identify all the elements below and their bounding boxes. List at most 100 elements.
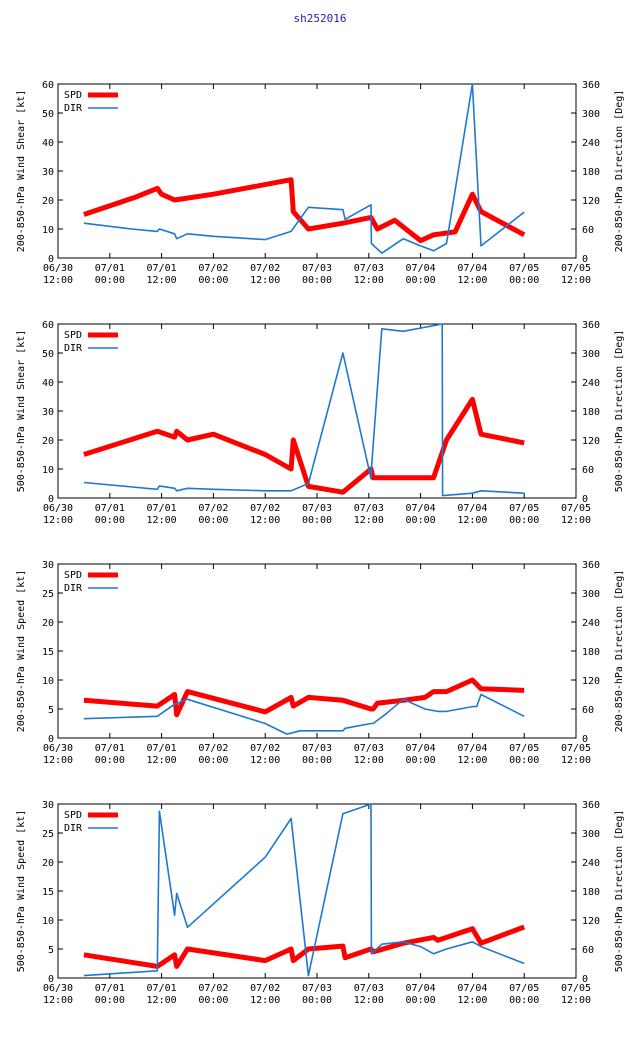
- x-tick-time: 00:00: [406, 755, 436, 766]
- legend-label-dir: DIR: [64, 823, 83, 834]
- x-tick-date: 07/03: [302, 503, 332, 514]
- x-tick-date: 07/02: [198, 743, 228, 754]
- x-tick-date: 07/05: [561, 503, 591, 514]
- dir-series-line: [83, 83, 525, 254]
- x-tick-date: 07/01: [147, 983, 177, 994]
- x-tick-date: 07/04: [406, 743, 436, 754]
- x-tick-time: 00:00: [509, 515, 539, 526]
- right-tick-label: 0: [582, 974, 588, 985]
- right-tick-label: 60: [582, 705, 594, 716]
- x-tick-date: 06/30: [43, 503, 73, 514]
- right-tick-label: 360: [582, 320, 600, 331]
- x-tick-date: 07/02: [250, 743, 280, 754]
- left-tick-label: 40: [42, 138, 54, 149]
- spd-series-line: [83, 677, 525, 718]
- left-tick-label: 30: [42, 407, 54, 418]
- x-tick-time: 12:00: [561, 995, 591, 1006]
- x-tick-date: 07/05: [561, 263, 591, 274]
- x-tick-date: 07/01: [95, 743, 125, 754]
- left-tick-label: 5: [48, 705, 54, 716]
- x-tick-time: 00:00: [302, 275, 332, 286]
- spd-series-line: [83, 177, 526, 244]
- x-tick-date: 07/02: [250, 263, 280, 274]
- right-tick-label: 360: [582, 80, 600, 91]
- dir-series-line: [83, 803, 525, 977]
- left-tick-label: 30: [42, 800, 54, 811]
- x-tick-time: 00:00: [95, 995, 125, 1006]
- y-axis-label-left: 200-850-hPa Wind Speed [kt]: [16, 570, 27, 733]
- y-axis-label-right: 200-850-hPa Direction [Deg]: [614, 570, 625, 733]
- x-tick-time: 12:00: [147, 995, 177, 1006]
- right-tick-label: 120: [582, 676, 600, 687]
- x-tick-date: 07/04: [457, 983, 487, 994]
- legend-label-spd: SPD: [64, 330, 82, 341]
- right-tick-label: 60: [582, 465, 594, 476]
- x-tick-time: 00:00: [509, 755, 539, 766]
- right-tick-label: 240: [582, 138, 600, 149]
- right-tick-label: 300: [582, 829, 600, 840]
- plot-frame: [57, 803, 577, 979]
- x-tick-time: 00:00: [406, 995, 436, 1006]
- y-axis-label-left: 500-850-hPa Wind Speed [kt]: [16, 810, 27, 973]
- x-tick-date: 07/02: [250, 503, 280, 514]
- left-tick-label: 60: [42, 320, 54, 331]
- legend-label-dir: DIR: [64, 583, 83, 594]
- x-tick-time: 00:00: [198, 275, 228, 286]
- right-tick-label: 240: [582, 858, 600, 869]
- x-tick-time: 12:00: [43, 275, 73, 286]
- x-tick-time: 00:00: [302, 995, 332, 1006]
- x-tick-date: 07/03: [354, 743, 384, 754]
- left-tick-label: 0: [48, 254, 54, 265]
- chart-panel-3: 05101520253006012018024030036006/3012:00…: [16, 560, 625, 766]
- legend-label-dir: DIR: [64, 343, 83, 354]
- dir-series-line: [83, 693, 525, 735]
- right-tick-label: 60: [582, 225, 594, 236]
- x-tick-date: 06/30: [43, 743, 73, 754]
- x-tick-time: 00:00: [198, 995, 228, 1006]
- x-tick-date: 07/04: [406, 983, 436, 994]
- x-tick-time: 12:00: [457, 515, 487, 526]
- right-tick-label: 180: [582, 887, 600, 898]
- right-tick-label: 60: [582, 945, 594, 956]
- x-tick-time: 00:00: [198, 755, 228, 766]
- x-tick-date: 07/03: [302, 743, 332, 754]
- x-tick-date: 07/02: [198, 503, 228, 514]
- x-tick-date: 07/03: [302, 983, 332, 994]
- right-tick-label: 180: [582, 647, 600, 658]
- x-tick-time: 00:00: [302, 515, 332, 526]
- x-tick-date: 07/02: [198, 263, 228, 274]
- chart-panel-1: 010203040506006012018024030036006/3012:0…: [16, 80, 625, 286]
- x-tick-date: 07/04: [457, 743, 487, 754]
- left-tick-label: 15: [42, 647, 54, 658]
- left-tick-label: 30: [42, 560, 54, 571]
- left-tick-label: 25: [42, 829, 54, 840]
- right-tick-label: 300: [582, 109, 600, 120]
- x-tick-time: 00:00: [95, 755, 125, 766]
- right-tick-label: 0: [582, 254, 588, 265]
- x-tick-time: 00:00: [406, 515, 436, 526]
- right-tick-label: 180: [582, 407, 600, 418]
- x-tick-time: 12:00: [43, 515, 73, 526]
- x-tick-time: 12:00: [457, 995, 487, 1006]
- right-tick-label: 240: [582, 618, 600, 629]
- spd-series-line: [83, 396, 525, 495]
- y-axis-label-right: 200-850-hPa Direction [Deg]: [614, 90, 625, 253]
- x-tick-time: 12:00: [561, 755, 591, 766]
- x-tick-time: 12:00: [147, 515, 177, 526]
- dir-series-line: [83, 323, 525, 497]
- x-tick-time: 12:00: [147, 275, 177, 286]
- x-tick-date: 07/05: [561, 743, 591, 754]
- x-tick-time: 12:00: [561, 275, 591, 286]
- x-tick-date: 07/04: [406, 263, 436, 274]
- plot-frame: [57, 563, 577, 739]
- page-title: sh252016: [293, 12, 347, 25]
- y-axis-label-left: 500-850-hPa Wind Shear [kt]: [16, 330, 27, 493]
- x-tick-date: 07/03: [354, 263, 384, 274]
- x-tick-time: 12:00: [250, 755, 280, 766]
- x-tick-time: 00:00: [198, 515, 228, 526]
- x-tick-date: 07/05: [561, 983, 591, 994]
- x-tick-time: 00:00: [95, 515, 125, 526]
- x-tick-date: 07/04: [406, 503, 436, 514]
- x-tick-date: 07/05: [509, 263, 539, 274]
- left-tick-label: 10: [42, 916, 54, 927]
